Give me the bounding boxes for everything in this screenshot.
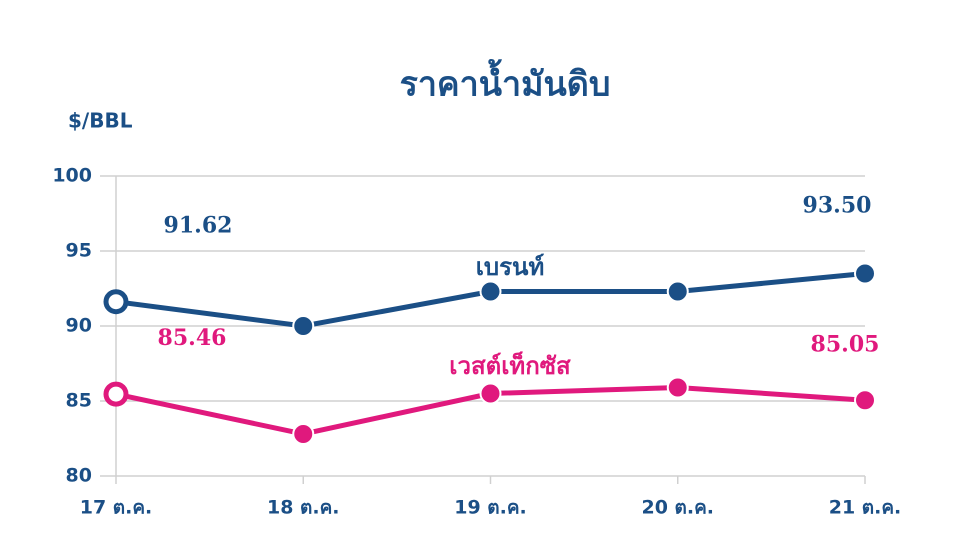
series-name: เบรนท์	[476, 253, 545, 281]
data-point	[854, 389, 876, 412]
data-label: 85.46	[158, 325, 227, 351]
data-point	[854, 262, 876, 285]
x-tick-label: 18 ต.ค.	[267, 497, 340, 519]
series-name: เวสต์เท็กซัส	[449, 351, 571, 380]
y-tick-label: 80	[66, 465, 92, 487]
x-tick-label: 20 ต.ค.	[641, 497, 714, 519]
data-point	[103, 289, 129, 315]
y-axis-label: $/BBL	[68, 109, 133, 133]
data-point	[666, 280, 689, 303]
data-point	[479, 382, 502, 405]
chart-title: ราคาน้ำมันดิบ	[400, 59, 611, 105]
y-tick-label: 85	[66, 390, 92, 412]
data-label: 91.62	[164, 213, 233, 239]
data-point	[103, 381, 129, 407]
data-point	[292, 315, 315, 337]
data-point	[479, 280, 502, 303]
x-tick-label: 21 ต.ค.	[829, 497, 902, 519]
data-label: 93.50	[803, 193, 872, 219]
y-tick-label: 100	[52, 165, 92, 187]
y-tick-label: 95	[66, 240, 92, 262]
y-tick-label: 90	[66, 315, 92, 337]
x-tick-label: 17 ต.ค.	[80, 497, 153, 519]
data-label: 85.05	[811, 331, 880, 357]
x-tick-label: 19 ต.ค.	[454, 497, 527, 519]
data-point	[292, 423, 315, 445]
data-point	[666, 376, 689, 399]
